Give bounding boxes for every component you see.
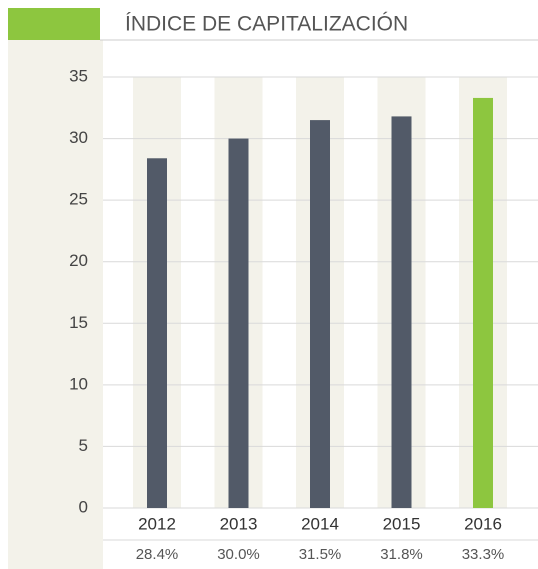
x-tick-label: 2014 [301,514,339,533]
y-tick-label: 35 [69,66,88,85]
bar [473,97,493,508]
value-label: 30.0% [217,546,260,563]
y-tick-label: 15 [69,313,88,332]
value-label: 28.4% [136,546,179,563]
bar [391,116,412,509]
bar [228,138,249,509]
value-label: 33.3% [462,546,505,563]
y-tick-label: 10 [69,374,88,393]
y-tick-label: 5 [79,436,88,455]
y-tick-label: 20 [69,251,88,270]
axis-panel [8,40,103,569]
value-label: 31.5% [299,546,342,563]
chart-title: ÍNDICE DE CAPITALIZACIÓN [125,13,408,36]
y-tick-label: 25 [69,190,88,209]
title-accent [8,8,100,40]
x-tick-label: 2015 [383,514,421,533]
x-tick-label: 2012 [138,514,176,533]
y-tick-label: 30 [69,128,88,147]
value-label: 31.8% [380,546,423,563]
x-tick-label: 2016 [464,514,502,533]
y-tick-label: 0 [79,497,88,516]
x-tick-label: 2013 [220,514,258,533]
bar [147,158,167,508]
bar [310,120,330,508]
